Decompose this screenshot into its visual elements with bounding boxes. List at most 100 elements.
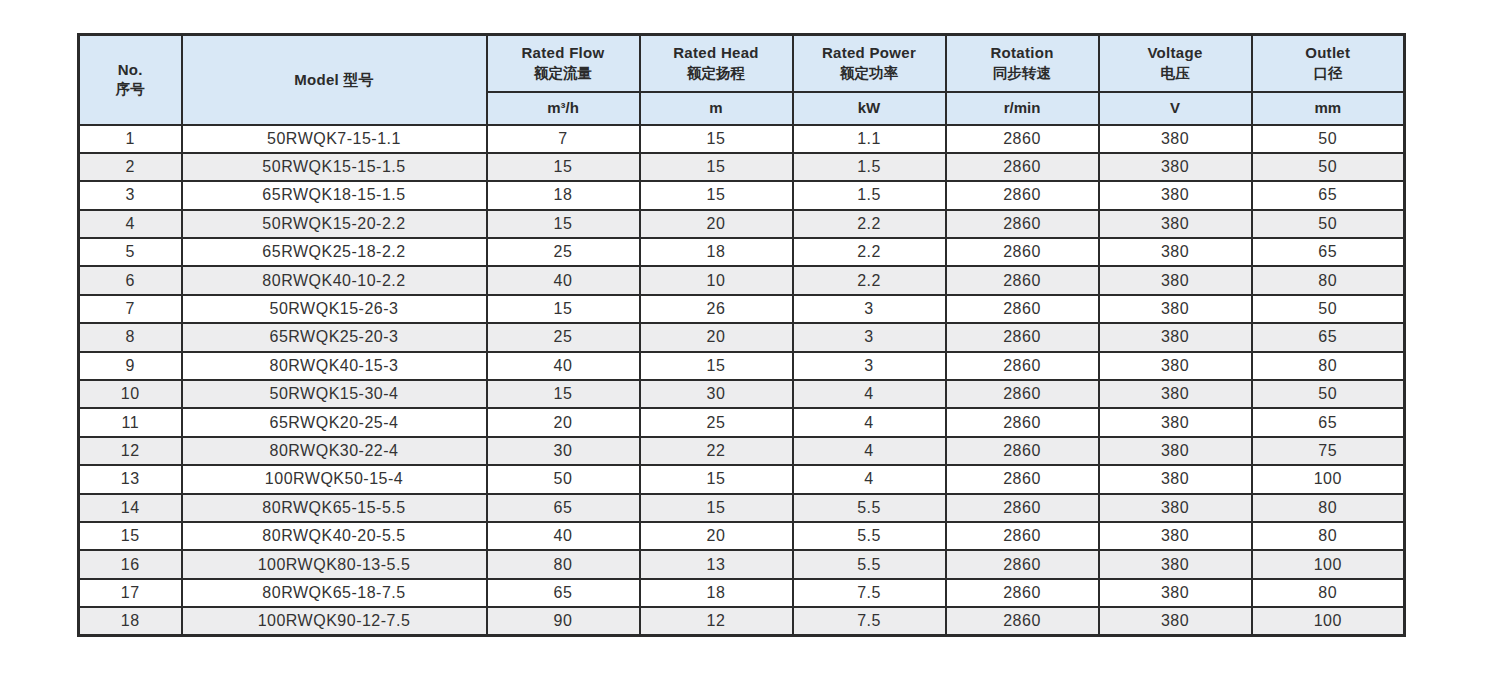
outlet-cell: 65 (1252, 323, 1405, 351)
table-row: 13100RWQK50-15-4501542860380100 (79, 465, 1405, 493)
rated-flow-cell: 90 (487, 607, 640, 635)
voltage-cell: 380 (1099, 266, 1252, 294)
voltage-cell: 380 (1099, 153, 1252, 181)
unit-rated-power: kW (793, 92, 946, 125)
row-no-cell: 3 (79, 181, 182, 209)
rotation-cell: 2860 (946, 380, 1099, 408)
rated-head-cell: 15 (640, 125, 793, 153)
row-no-cell: 4 (79, 210, 182, 238)
rotation-cell: 2860 (946, 550, 1099, 578)
rated-head-cell: 13 (640, 550, 793, 578)
rated-flow-cell: 30 (487, 437, 640, 465)
column-header-voltage-zh: 电压 (1104, 64, 1247, 84)
column-header-rotation: Rotation 同步转速 (946, 35, 1099, 92)
table-row: 565RWQK25-18-2.225182.2286038065 (79, 238, 1405, 266)
rated-flow-cell: 40 (487, 522, 640, 550)
model-cell: 100RWQK50-15-4 (182, 465, 487, 493)
rated-power-cell: 1.5 (793, 181, 946, 209)
column-header-no: No. 序号 (79, 35, 182, 125)
table-row: 250RWQK15-15-1.515151.5286038050 (79, 153, 1405, 181)
rotation-cell: 2860 (946, 210, 1099, 238)
outlet-cell: 65 (1252, 238, 1405, 266)
row-no-cell: 9 (79, 352, 182, 380)
rated-head-cell: 30 (640, 380, 793, 408)
unit-rotation: r/min (946, 92, 1099, 125)
rated-power-cell: 3 (793, 352, 946, 380)
rotation-cell: 2860 (946, 125, 1099, 153)
rated-head-cell: 12 (640, 607, 793, 635)
table-row: 1050RWQK15-30-415304286038050 (79, 380, 1405, 408)
model-cell: 65RWQK25-20-3 (182, 323, 487, 351)
rated-power-cell: 4 (793, 408, 946, 436)
column-header-no-en: No. (84, 60, 177, 80)
column-header-rated-power: Rated Power 额定功率 (793, 35, 946, 92)
rated-power-cell: 3 (793, 323, 946, 351)
voltage-cell: 380 (1099, 522, 1252, 550)
rated-power-cell: 1.1 (793, 125, 946, 153)
row-no-cell: 2 (79, 153, 182, 181)
column-header-model-en: Model (294, 71, 339, 88)
unit-outlet: mm (1252, 92, 1405, 125)
rated-flow-cell: 25 (487, 238, 640, 266)
rated-flow-cell: 15 (487, 295, 640, 323)
pump-spec-table-container: No. 序号 Model 型号 Rated Flow 额定流量 Rated He… (77, 33, 1403, 637)
rated-head-cell: 15 (640, 494, 793, 522)
table-row: 680RWQK40-10-2.240102.2286038080 (79, 266, 1405, 294)
rated-power-cell: 7.5 (793, 607, 946, 635)
model-cell: 50RWQK15-26-3 (182, 295, 487, 323)
column-header-rated-head-en: Rated Head (645, 43, 788, 63)
table-row: 1165RWQK20-25-420254286038065 (79, 408, 1405, 436)
row-no-cell: 11 (79, 408, 182, 436)
table-row: 750RWQK15-26-315263286038050 (79, 295, 1405, 323)
rated-head-cell: 15 (640, 352, 793, 380)
rated-head-cell: 20 (640, 210, 793, 238)
header-row-main: No. 序号 Model 型号 Rated Flow 额定流量 Rated He… (79, 35, 1405, 92)
rated-flow-cell: 15 (487, 153, 640, 181)
model-cell: 80RWQK30-22-4 (182, 437, 487, 465)
rated-power-cell: 2.2 (793, 238, 946, 266)
column-header-rated-power-en: Rated Power (798, 43, 941, 63)
model-cell: 65RWQK25-18-2.2 (182, 238, 487, 266)
voltage-cell: 380 (1099, 437, 1252, 465)
rated-head-cell: 18 (640, 238, 793, 266)
rated-power-cell: 2.2 (793, 210, 946, 238)
outlet-cell: 100 (1252, 465, 1405, 493)
model-cell: 65RWQK20-25-4 (182, 408, 487, 436)
voltage-cell: 380 (1099, 125, 1252, 153)
model-cell: 50RWQK15-30-4 (182, 380, 487, 408)
outlet-cell: 50 (1252, 380, 1405, 408)
rotation-cell: 2860 (946, 323, 1099, 351)
column-header-voltage: Voltage 电压 (1099, 35, 1252, 92)
column-header-rated-flow-zh: 额定流量 (492, 64, 635, 84)
pump-spec-table: No. 序号 Model 型号 Rated Flow 额定流量 Rated He… (77, 33, 1406, 637)
rotation-cell: 2860 (946, 465, 1099, 493)
rated-power-cell: 1.5 (793, 153, 946, 181)
voltage-cell: 380 (1099, 579, 1252, 607)
rated-flow-cell: 7 (487, 125, 640, 153)
rated-flow-cell: 20 (487, 408, 640, 436)
rotation-cell: 2860 (946, 181, 1099, 209)
rated-flow-cell: 25 (487, 323, 640, 351)
outlet-cell: 100 (1252, 607, 1405, 635)
column-header-model-zh: 型号 (343, 71, 374, 88)
unit-rated-head: m (640, 92, 793, 125)
model-cell: 50RWQK7-15-1.1 (182, 125, 487, 153)
rated-head-cell: 20 (640, 323, 793, 351)
voltage-cell: 380 (1099, 352, 1252, 380)
rotation-cell: 2860 (946, 579, 1099, 607)
column-header-rated-head-zh: 额定扬程 (645, 64, 788, 84)
rated-power-cell: 5.5 (793, 522, 946, 550)
table-row: 450RWQK15-20-2.215202.2286038050 (79, 210, 1405, 238)
outlet-cell: 50 (1252, 125, 1405, 153)
model-cell: 50RWQK15-15-1.5 (182, 153, 487, 181)
rated-head-cell: 25 (640, 408, 793, 436)
rated-power-cell: 7.5 (793, 579, 946, 607)
rated-flow-cell: 65 (487, 494, 640, 522)
unit-rated-flow: m³/h (487, 92, 640, 125)
rotation-cell: 2860 (946, 494, 1099, 522)
table-body: 150RWQK7-15-1.17151.1286038050250RWQK15-… (79, 125, 1405, 636)
rated-head-cell: 10 (640, 266, 793, 294)
outlet-cell: 80 (1252, 352, 1405, 380)
voltage-cell: 380 (1099, 607, 1252, 635)
unit-voltage: V (1099, 92, 1252, 125)
